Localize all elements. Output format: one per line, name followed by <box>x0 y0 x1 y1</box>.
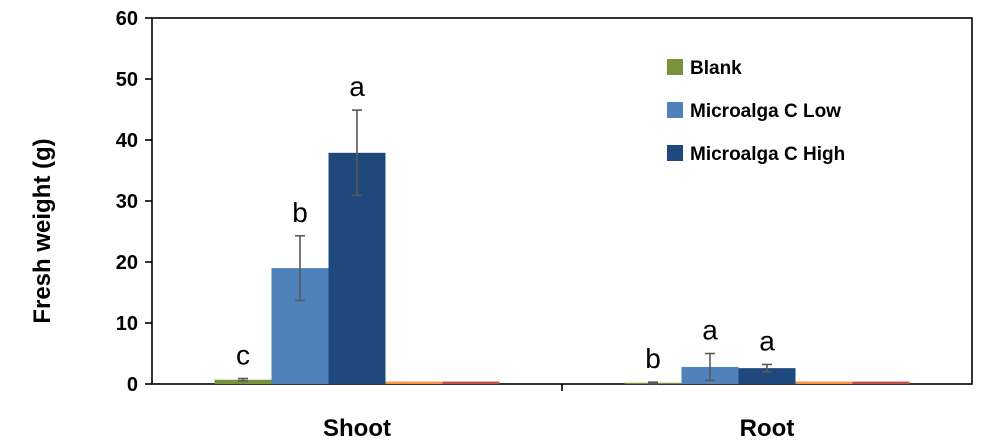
legend-swatch <box>667 145 683 161</box>
bar-microalga-c-high-root <box>738 368 796 384</box>
significance-label: a <box>702 315 718 346</box>
y-tick-label: 50 <box>116 69 138 91</box>
significance-label: c <box>236 340 250 371</box>
significance-label: a <box>759 325 775 356</box>
bar-blank-shoot <box>214 379 272 384</box>
y-tick-label: 0 <box>127 374 138 396</box>
legend-label: Microalga C Low <box>690 101 841 122</box>
legend-label: Microalga C High <box>690 144 845 165</box>
bar-series-3-root <box>795 381 853 384</box>
y-tick-label: 10 <box>116 313 138 335</box>
bar-series-3-shoot <box>385 381 443 384</box>
bar-series-4-shoot <box>442 381 500 384</box>
y-tick-label: 20 <box>116 252 138 274</box>
chart-bars: c b a b a a <box>214 71 910 385</box>
chart-legend: Blank Microalga C Low Microalga C High <box>667 58 845 165</box>
chart-axes: 0 10 20 30 40 50 60 Shoot Root <box>116 8 973 442</box>
significance-label: a <box>349 71 365 102</box>
bar-series-4-root <box>852 381 910 384</box>
legend-label: Blank <box>690 58 742 79</box>
significance-label: b <box>645 343 661 374</box>
x-category-label: Shoot <box>323 415 391 442</box>
legend-swatch <box>667 59 683 75</box>
x-category-label: Root <box>740 415 795 442</box>
y-tick-label: 60 <box>116 8 138 30</box>
significance-label: b <box>292 197 308 228</box>
y-tick-label: 30 <box>116 191 138 213</box>
y-tick-label: 40 <box>116 130 138 152</box>
y-axis-title: Fresh weight (g) <box>29 138 56 323</box>
legend-swatch <box>667 102 683 118</box>
